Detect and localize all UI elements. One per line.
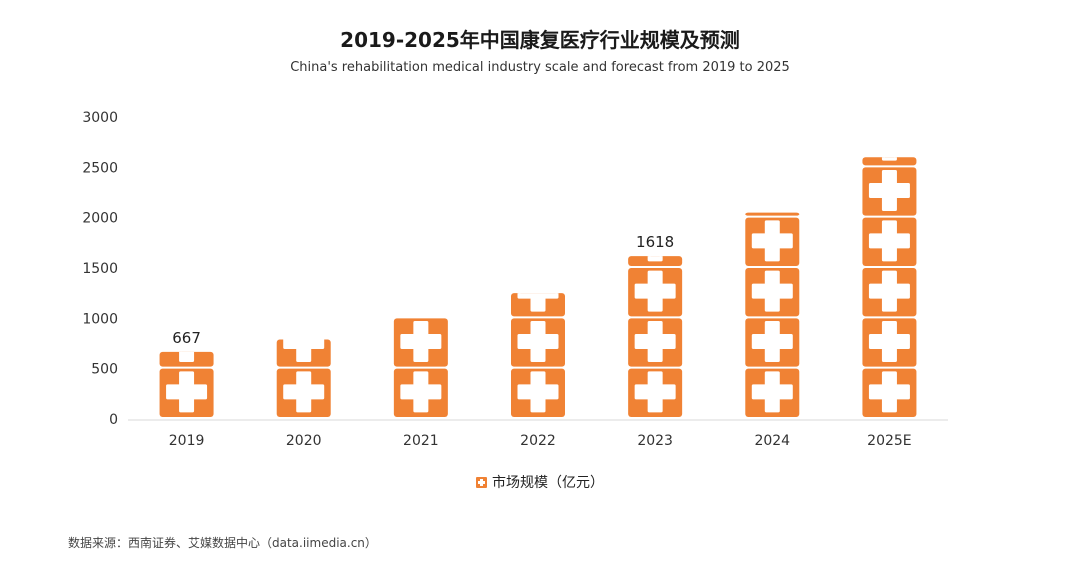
plus-icon (283, 371, 325, 413)
bar-2019 (159, 351, 214, 417)
bar-2021 (393, 318, 448, 417)
plus-icon (166, 371, 208, 413)
x-tick-label: 2025E (867, 433, 911, 449)
y-tick-label: 2500 (82, 160, 118, 176)
chart-title: 2019-2025年中国康复医疗行业规模及预测 (340, 28, 740, 52)
plus-icon (751, 220, 793, 262)
plus-icon (751, 321, 793, 362)
bar-2025E (862, 157, 917, 417)
source-note: 数据来源：西南证券、艾媒数据中心（data.iimedia.cn） (68, 536, 377, 550)
x-tick-label: 2019 (169, 433, 205, 449)
plus-icon (868, 220, 910, 262)
plus-icon (751, 270, 793, 312)
plus-icon (476, 477, 487, 488)
y-tick-label: 1000 (82, 311, 118, 327)
data-label: 1618 (636, 233, 674, 251)
plus-icon (868, 270, 910, 312)
bar-2023 (628, 256, 683, 417)
plus-icon (868, 170, 910, 211)
y-tick-label: 0 (109, 412, 118, 428)
data-label: 667 (172, 329, 201, 347)
plus-icon (753, 172, 791, 210)
y-tick-label: 500 (91, 362, 118, 378)
y-tick-label: 1500 (82, 261, 118, 277)
plus-icon (634, 371, 676, 413)
x-tick-label: 2020 (286, 433, 322, 449)
plus-icon (634, 321, 676, 362)
x-tick-label: 2023 (637, 433, 673, 449)
plus-icon (751, 371, 793, 413)
plus-icon (400, 321, 442, 362)
plus-icon (881, 157, 897, 161)
bar-2024 (745, 172, 800, 417)
x-tick-label: 2021 (403, 433, 439, 449)
plus-icon (283, 339, 325, 362)
bar-2022 (511, 293, 565, 417)
y-tick-label: 2000 (82, 211, 118, 227)
plus-icon (517, 371, 559, 413)
chart-subtitle: China's rehabilitation medical industry … (290, 60, 790, 75)
x-tick-label: 2022 (520, 433, 556, 449)
bar-2020 (276, 339, 331, 417)
y-tick-label: 3000 (82, 110, 118, 126)
plus-icon (179, 351, 195, 362)
legend: 市场规模（亿元） (0, 472, 1080, 492)
plus-icon (647, 256, 663, 262)
plus-icon (868, 371, 910, 413)
bar-block (862, 157, 917, 166)
x-tick-label: 2024 (754, 433, 790, 449)
plus-icon (517, 321, 559, 362)
plus-icon (634, 270, 676, 312)
legend-label: 市场规模（亿元） (492, 475, 604, 491)
plus-icon (868, 321, 910, 362)
plus-icon (400, 371, 442, 413)
bar-block (745, 212, 800, 216)
plus-icon (517, 293, 559, 312)
